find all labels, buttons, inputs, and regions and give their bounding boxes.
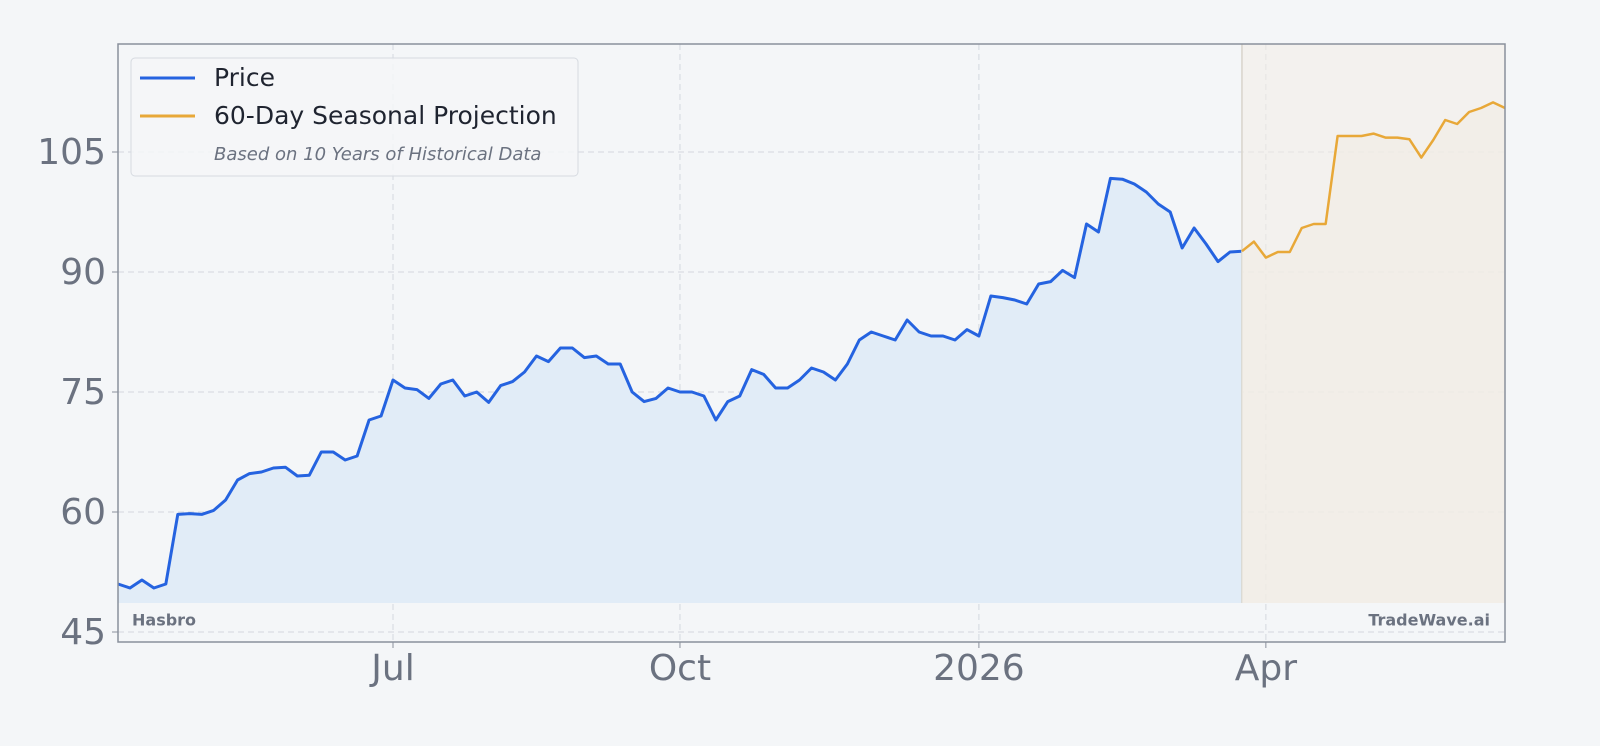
y-tick-label: 75 bbox=[60, 372, 106, 413]
plot-frame bbox=[117, 43, 1506, 643]
area bbox=[118, 178, 1242, 603]
x-tick-label: 2026 bbox=[933, 648, 1025, 689]
y-tick-label: 60 bbox=[60, 492, 106, 533]
watermark: Hasbro bbox=[132, 611, 196, 630]
area bbox=[1241, 102, 1505, 604]
watermark: TradeWave.ai bbox=[1368, 611, 1490, 630]
legend: Price 60-Day Seasonal Projection Based o… bbox=[130, 57, 579, 177]
x-tick-label: Jul bbox=[369, 648, 414, 689]
x-tick-label: Oct bbox=[649, 648, 711, 689]
line bbox=[117, 176, 1243, 590]
legend-box bbox=[130, 57, 579, 177]
y-tick-label: 105 bbox=[37, 132, 106, 173]
y-tick-label: 90 bbox=[60, 252, 106, 293]
y-tick-label: 45 bbox=[60, 612, 106, 653]
legend-label: Price bbox=[214, 63, 275, 92]
marks bbox=[117, 44, 1506, 604]
x-tick-label: Apr bbox=[1235, 648, 1297, 689]
legend-subtitle: Based on 10 Years of Historical Data bbox=[214, 144, 541, 165]
legend-label: 60-Day Seasonal Projection bbox=[214, 101, 557, 130]
line bbox=[1241, 101, 1506, 259]
